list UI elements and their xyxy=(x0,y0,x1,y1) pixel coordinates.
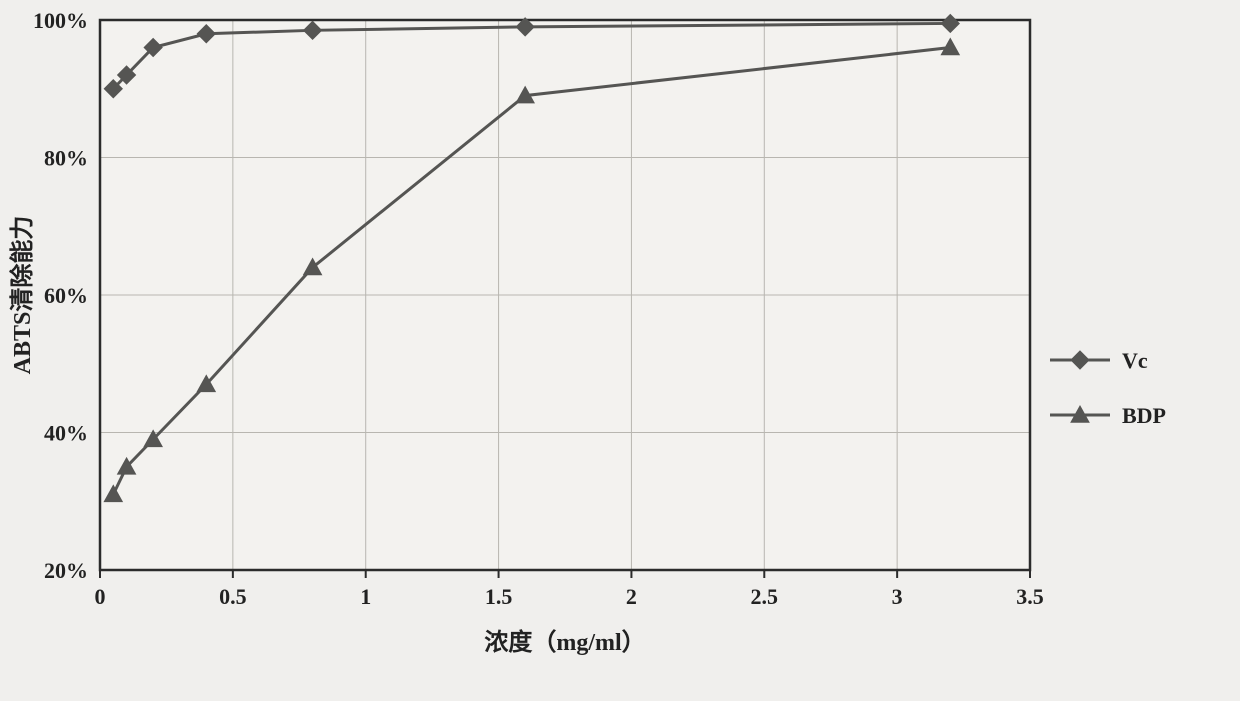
x-tick-label: 1.5 xyxy=(485,584,513,609)
y-tick-label: 80% xyxy=(44,146,88,171)
legend-label-vc: Vc xyxy=(1122,348,1148,373)
x-tick-label: 0 xyxy=(95,584,106,609)
y-tick-label: 20% xyxy=(44,558,88,583)
x-axis-label: 浓度（mg/ml） xyxy=(484,628,645,656)
legend-label-bdp: BDP xyxy=(1122,403,1166,428)
x-tick-label: 2.5 xyxy=(751,584,779,609)
abts-line-chart: 20% 40% 60% 80% 100% 0 0.5 1 1.5 2 2.5 3 3.5 浓度（mg/ml… xyxy=(0,0,1240,701)
x-tick-label: 3 xyxy=(892,584,903,609)
y-tick-label: 40% xyxy=(44,421,88,446)
y-tick-label: 100% xyxy=(33,8,88,33)
x-tick-label: 1 xyxy=(360,584,371,609)
x-tick-label: 2 xyxy=(626,584,637,609)
x-tick-label: 0.5 xyxy=(219,584,247,609)
x-tick-label: 3.5 xyxy=(1016,584,1044,609)
y-tick-label: 60% xyxy=(44,283,88,308)
chart-container: 20% 40% 60% 80% 100% 0 0.5 1 1.5 2 2.5 3 3.5 浓度（mg/ml… xyxy=(0,0,1240,701)
y-axis-label: ABTS清除能力 xyxy=(8,216,36,375)
